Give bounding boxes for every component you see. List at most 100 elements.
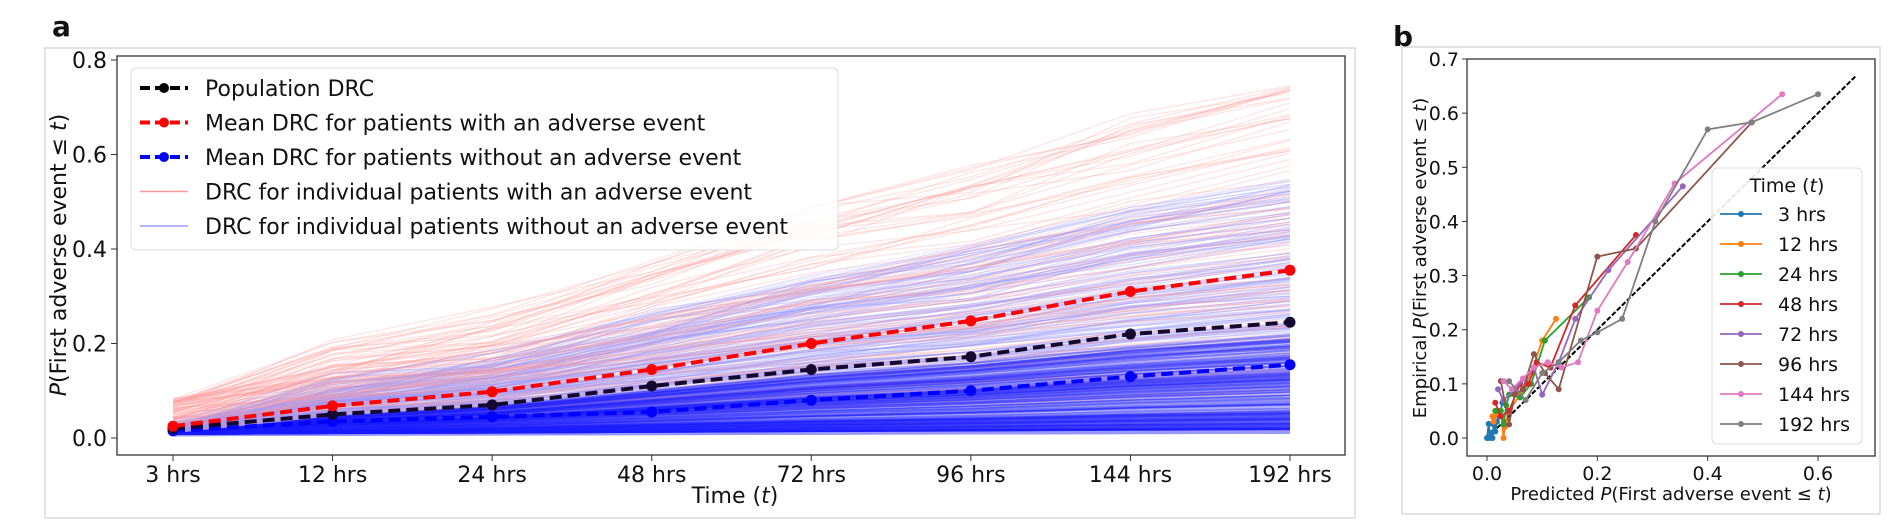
individual-drc-line xyxy=(172,191,1291,436)
individual-drc-line xyxy=(172,258,1291,431)
individual-drc-line xyxy=(172,312,1291,430)
individual-drc-line xyxy=(172,361,1291,433)
b-legend-label: 12 hrs xyxy=(1778,234,1838,256)
individual-drc-line xyxy=(172,211,1291,431)
x-tick-label: 24 hrs xyxy=(457,463,526,488)
individual-drc-line xyxy=(172,400,1291,435)
individual-drc-line xyxy=(172,420,1291,435)
individual-drc-line xyxy=(172,283,1291,420)
individual-drc-line xyxy=(172,327,1291,428)
individual-drc-line xyxy=(172,201,1291,426)
individual-drc-line xyxy=(172,430,1291,437)
individual-drc-line xyxy=(172,404,1291,435)
individual-drc-line xyxy=(172,423,1291,436)
individual-drc-line xyxy=(172,411,1291,435)
individual-drc-line xyxy=(172,349,1291,435)
individual-drc-line xyxy=(172,385,1291,426)
calibration-point xyxy=(1558,364,1565,371)
individual-drc-line xyxy=(172,431,1291,436)
individual-drc-line xyxy=(172,425,1291,436)
individual-drc-line xyxy=(172,386,1291,435)
individual-drc-line xyxy=(172,390,1291,435)
individual-drc-line xyxy=(172,412,1291,435)
individual-drc-line xyxy=(172,231,1291,428)
calibration-point xyxy=(1525,380,1532,387)
individual-drc-line xyxy=(172,338,1291,435)
calibration-point xyxy=(1552,315,1559,322)
individual-drc-line xyxy=(172,348,1291,434)
individual-drc-line xyxy=(172,217,1291,436)
b-xlabel-var: t xyxy=(1818,484,1826,505)
calibration-line xyxy=(1499,121,1753,425)
individual-drc-line xyxy=(172,205,1291,431)
individual-drc-line xyxy=(172,309,1291,428)
individual-drc-line xyxy=(172,279,1291,432)
xlabel-text: Time ( xyxy=(691,484,761,509)
individual-drc-line xyxy=(172,190,1291,427)
individual-drc-line xyxy=(172,369,1291,437)
individual-drc-line xyxy=(172,416,1291,435)
individual-drc-line xyxy=(172,425,1291,436)
panel-b-outer-frame xyxy=(1401,46,1881,515)
individual-drc-line xyxy=(172,410,1291,436)
mean-drc-point xyxy=(167,420,179,432)
individual-drc-line xyxy=(172,349,1291,435)
individual-drc-line xyxy=(172,258,1291,429)
individual-drc-line xyxy=(172,108,1291,400)
individual-drc-line xyxy=(172,230,1291,400)
individual-drc-line xyxy=(172,418,1291,435)
individual-drc-line xyxy=(172,427,1291,435)
individual-drc-line xyxy=(172,427,1291,436)
calibration-point xyxy=(1539,391,1546,398)
individual-drc-line xyxy=(172,295,1291,430)
calibration-point xyxy=(1530,351,1537,358)
individual-drc-line xyxy=(172,428,1291,435)
individual-drc-line xyxy=(172,278,1291,407)
mean-drc-point xyxy=(486,399,498,411)
panel-b-x-axis-label: Predicted P(First adverse event ≤ t) xyxy=(1510,484,1831,505)
individual-drc-line xyxy=(172,419,1291,435)
individual-drc-line xyxy=(172,395,1291,433)
calibration-point xyxy=(1492,428,1499,435)
b-xlabel-p: P xyxy=(1601,484,1612,505)
individual-drc-line xyxy=(172,239,1291,426)
individual-drc-line xyxy=(172,267,1291,423)
b-x-tick-label: 0.2 xyxy=(1582,463,1612,485)
individual-drc-line xyxy=(172,340,1291,433)
individual-drc-line xyxy=(172,252,1291,432)
individual-drc-line xyxy=(172,412,1291,435)
individual-drc-line xyxy=(172,266,1291,428)
individual-drc-line xyxy=(172,428,1291,436)
individual-drc-line xyxy=(172,184,1291,435)
individual-drc-line xyxy=(172,231,1291,434)
individual-drc-line xyxy=(172,401,1291,435)
individual-drc-line xyxy=(172,429,1291,436)
individual-drc-line xyxy=(172,391,1291,436)
individual-drc-line xyxy=(172,401,1291,437)
individual-drc-line xyxy=(172,412,1291,436)
individual-drc-line xyxy=(172,417,1291,435)
calibration-point xyxy=(1624,259,1631,266)
individual-drc-line xyxy=(172,341,1291,435)
individual-drc-line xyxy=(172,414,1291,435)
individual-drc-line xyxy=(172,314,1291,422)
individual-drc-line xyxy=(172,251,1291,417)
individual-drc-line xyxy=(172,428,1291,436)
individual-drc-line xyxy=(172,347,1291,435)
individual-drc-line xyxy=(172,421,1291,436)
x-tick-label: 48 hrs xyxy=(617,463,686,488)
calibration-point xyxy=(1506,421,1513,428)
panel-b-x-ticks: 0.0 0.2 0.4 0.6 xyxy=(1472,456,1833,485)
ylabel-close: ) xyxy=(47,114,72,123)
legend-label: DRC for individual patients with an adve… xyxy=(205,181,752,206)
individual-drc-line xyxy=(172,416,1291,436)
calibration-point xyxy=(1485,420,1492,427)
individual-drc-line xyxy=(172,413,1291,435)
individual-drc-line xyxy=(172,414,1291,435)
individual-drc-line xyxy=(172,298,1291,406)
individual-drc-line xyxy=(172,418,1291,437)
individual-drc-line xyxy=(172,199,1291,427)
individual-drc-line xyxy=(172,427,1291,435)
individual-drc-line xyxy=(172,414,1291,437)
individual-drc-line xyxy=(172,428,1291,436)
